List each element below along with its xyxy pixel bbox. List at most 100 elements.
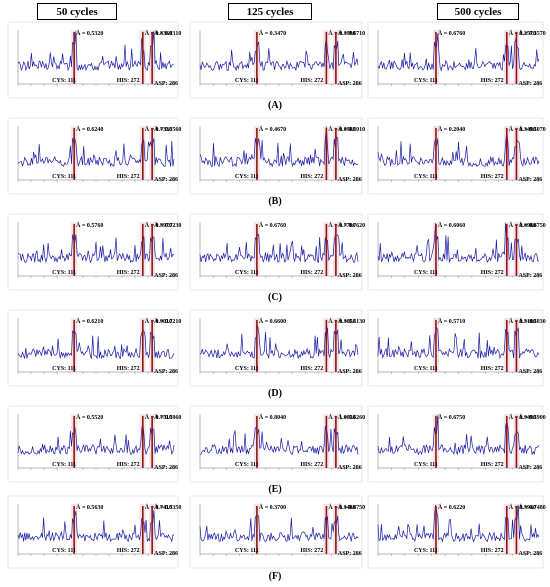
marker-value-label: Å = 0.6980 (509, 221, 536, 229)
marker-value-label: Å = 0.2570 (509, 29, 536, 37)
marker-value-label: Å = 0.6210 (76, 317, 103, 325)
rmsf-trace (377, 504, 540, 543)
rmsf-trace (377, 130, 540, 167)
rmsf-trace (377, 415, 540, 456)
rmsf-trace (377, 326, 540, 360)
marker-value-label: Å = 0.7510 (145, 413, 172, 421)
residue-label-cys: CYS: 111 (52, 270, 76, 276)
residue-label-his: HIS: 272 (300, 366, 323, 372)
marker-value-label: Å = 0.6060 (438, 221, 465, 229)
residue-label-asp: ASP: 286 (518, 465, 542, 471)
marker-value-label: Å = 0.5320 (76, 29, 103, 37)
residue-label-asp: ASP: 286 (338, 81, 362, 87)
residue-label-cys: CYS: 111 (235, 548, 259, 554)
residue-label-his: HIS: 272 (117, 462, 140, 468)
marker-value-label: Å = 0.6760 (259, 221, 286, 229)
marker-value-label: Å = 0.5860 (154, 413, 181, 421)
rmsf-trace (199, 425, 359, 455)
rmsf-trace (377, 223, 540, 263)
residue-label-his: HIS: 272 (481, 366, 504, 372)
residue-label-asp: ASP: 286 (338, 465, 362, 471)
marker-value-label: Å = 0.3490 (509, 125, 536, 133)
residue-label-asp: ASP: 286 (154, 369, 178, 375)
marker-value-label: Å = 0.5100 (509, 317, 536, 325)
marker-value-label: Å = 0.7410 (145, 503, 172, 511)
residue-label-asp: ASP: 286 (338, 273, 362, 279)
residue-label-his: HIS: 272 (117, 174, 140, 180)
rmsf-trace (199, 37, 359, 72)
residue-label-cys: CYS: 111 (414, 78, 438, 84)
residue-label-asp: ASP: 286 (338, 551, 362, 557)
rmsf-trace (17, 421, 175, 456)
residue-label-asp: ASP: 286 (338, 369, 362, 375)
residue-label-his: HIS: 272 (117, 78, 140, 84)
residue-label-asp: ASP: 286 (518, 81, 542, 87)
residue-label-his: HIS: 272 (481, 174, 504, 180)
residue-label-his: HIS: 272 (117, 270, 140, 276)
marker-value-label: Å = 0.3570 (518, 29, 545, 37)
marker-value-label: Å = 0.5010 (338, 125, 365, 133)
residue-label-cys: CYS: 111 (235, 462, 259, 468)
marker-value-label: Å = 0.7210 (154, 317, 181, 325)
marker-value-label: Å = 0.4670 (259, 125, 286, 133)
marker-value-label: Å = 0.6220 (438, 503, 465, 511)
row-label-a: (A) (268, 100, 282, 111)
residue-label-asp: ASP: 286 (518, 177, 542, 183)
residue-label-cys: CYS: 111 (235, 174, 259, 180)
marker-value-label: Å = 0.8750 (338, 503, 365, 511)
residue-label-asp: ASP: 286 (154, 177, 178, 183)
marker-value-label: Å = 0.7620 (338, 221, 365, 229)
row-label-e: (E) (268, 484, 282, 495)
marker-value-label: Å = 0.3050 (328, 317, 355, 325)
residue-label-his: HIS: 272 (300, 270, 323, 276)
row-label-c: (C) (268, 292, 282, 303)
residue-label-asp: ASP: 286 (154, 81, 178, 87)
residue-label-asp: ASP: 286 (154, 465, 178, 471)
rmsf-trace (199, 127, 359, 168)
marker-value-label: Å = 0.8360 (145, 29, 172, 37)
residue-label-cys: CYS: 111 (52, 548, 76, 554)
marker-value-label: Å = 0.6760 (438, 29, 465, 37)
marker-value-label: Å = 0.5830 (518, 317, 545, 325)
rmsf-trace (17, 137, 175, 168)
marker-value-label: Å = 0.5630 (76, 503, 103, 511)
residue-label-asp: ASP: 286 (338, 177, 362, 183)
residue-label-his: HIS: 272 (117, 548, 140, 554)
marker-value-label: Å = 0.5130 (338, 317, 365, 325)
marker-value-label: Å = 0.9490 (509, 413, 536, 421)
residue-label-cys: CYS: 111 (414, 174, 438, 180)
marker-value-label: Å = 0.6750 (518, 221, 545, 229)
rmsf-trace (17, 510, 175, 543)
residue-label-cys: CYS: 111 (52, 174, 76, 180)
marker-value-label: Å = 0.7230 (154, 221, 181, 229)
marker-value-label: Å = 0.6260 (338, 413, 365, 421)
residue-label-his: HIS: 272 (481, 78, 504, 84)
rmsf-trace (377, 33, 540, 72)
residue-label-asp: ASP: 286 (518, 369, 542, 375)
row-label-b: (B) (268, 196, 282, 207)
marker-value-label: Å = 0.7330 (145, 125, 172, 133)
marker-value-label: Å = 0.6710 (338, 29, 365, 37)
residue-label-his: HIS: 272 (300, 462, 323, 468)
residue-label-his: HIS: 272 (481, 548, 504, 554)
marker-value-label: Å = 0.5760 (76, 221, 103, 229)
row-label-d: (D) (268, 388, 282, 399)
residue-label-cys: CYS: 111 (414, 462, 438, 468)
column-header-50-cycles: 50 cycles (37, 3, 117, 20)
marker-value-label: Å = 0.6750 (438, 413, 465, 421)
rmsf-trace (199, 515, 359, 543)
marker-value-label: Å = 0.6240 (76, 125, 103, 133)
residue-label-asp: ASP: 286 (154, 273, 178, 279)
